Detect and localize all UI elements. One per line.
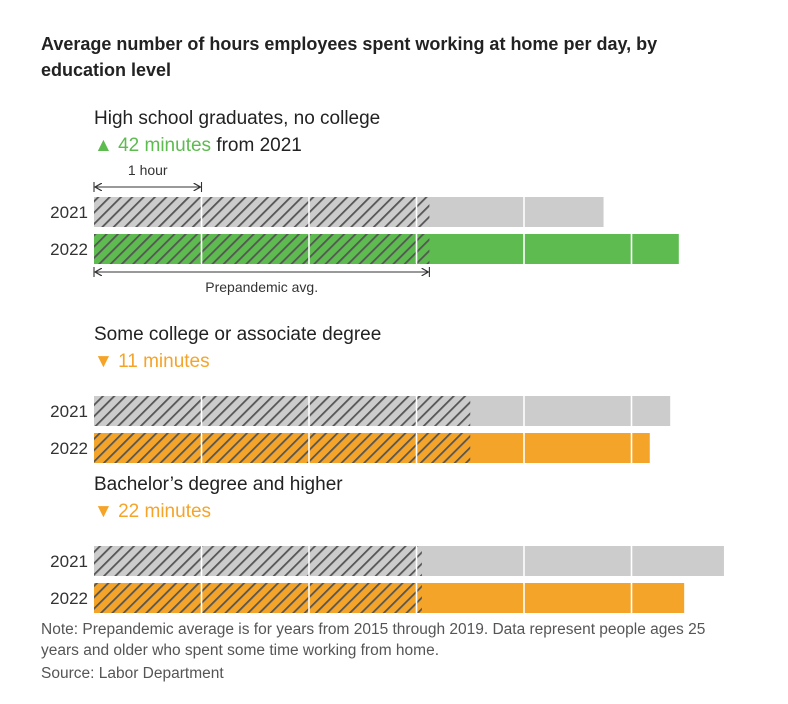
group-3-change-value: 22 minutes: [118, 501, 211, 522]
group-2: Some college or associate degree ▼ 11 min…: [50, 324, 671, 463]
group-3-change: ▼ 22 minutes: [94, 501, 211, 522]
group-1-title: High school graduates, no college: [94, 108, 380, 129]
group-2-change: ▼ 11 minutes: [94, 351, 210, 372]
group-3-year-label-2022: 2022: [50, 589, 88, 608]
group-2-bar-2021-prepandemic-hatch: [94, 396, 471, 426]
group-3-year-label-2021: 2021: [50, 552, 88, 571]
chart-title-line-1: Average number of hours employees spent …: [41, 34, 657, 54]
note-line-2: years and older who spent some time work…: [41, 642, 439, 659]
group-1-change-value: 42 minutes: [118, 135, 211, 156]
group-3-title: Bachelor’s degree and higher: [94, 474, 343, 495]
group-1-year-label-2021: 2021: [50, 203, 88, 222]
source-line: Source: Labor Department: [41, 665, 224, 682]
group-3: Bachelor’s degree and higher ▼ 22 minutes…: [50, 474, 724, 613]
group-1-change-arrow: ▲: [94, 135, 118, 156]
group-2-bar-2022-prepandemic-hatch: [94, 433, 471, 463]
note-line-1: Note: Prepandemic average is for years f…: [41, 621, 705, 638]
group-2-change-arrow: ▼: [94, 351, 118, 372]
group-3-change-arrow: ▼: [94, 501, 118, 522]
group-2-change-value: 11 minutes: [118, 351, 210, 372]
group-1-bar-2021-prepandemic-hatch: [94, 197, 430, 227]
group-1-bar-2022-prepandemic-hatch: [94, 234, 430, 264]
group-2-year-label-2022: 2022: [50, 439, 88, 458]
prepandemic-label: Prepandemic avg.: [205, 279, 318, 295]
group-2-year-label-2021: 2021: [50, 402, 88, 421]
group-3-bar-2021-prepandemic-hatch: [94, 546, 422, 576]
group-1: High school graduates, no college ▲ 42 mi…: [50, 108, 679, 295]
plot-area: High school graduates, no college ▲ 42 mi…: [50, 108, 724, 613]
group-3-bar-2022-prepandemic-hatch: [94, 583, 422, 613]
group-2-title: Some college or associate degree: [94, 324, 381, 345]
chart-title-line-2: education level: [41, 60, 171, 80]
group-1-change-suffix: from 2021: [211, 135, 302, 156]
group-1-year-label-2022: 2022: [50, 240, 88, 259]
one-hour-label: 1 hour: [128, 162, 168, 178]
group-1-change: ▲ 42 minutes from 2021: [94, 135, 302, 156]
